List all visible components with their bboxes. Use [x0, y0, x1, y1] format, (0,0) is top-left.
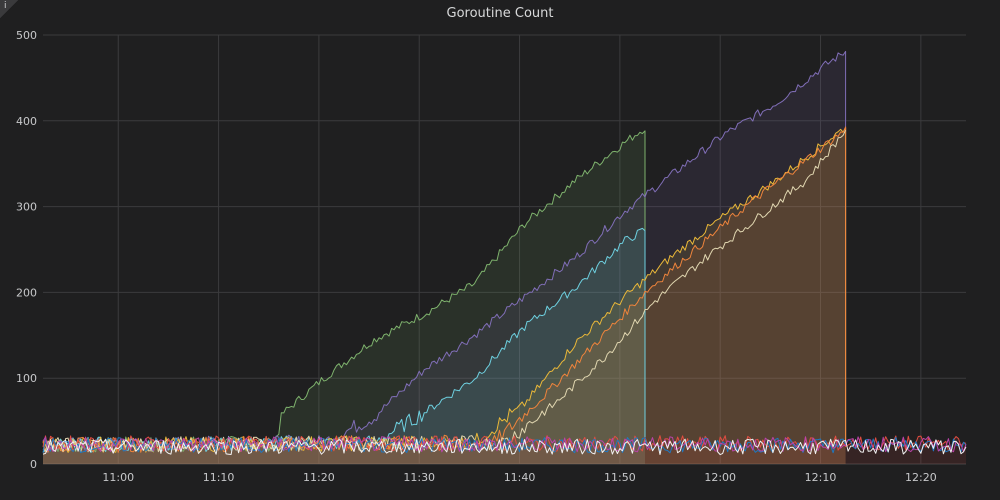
grid	[43, 34, 966, 465]
y-tick-label: 400	[16, 115, 37, 128]
series-area	[43, 130, 645, 464]
x-axis: 11:00 11:10 11:20 11:30 11:40 11:50 12:00 12:10…	[102, 471, 936, 484]
chart-title: Goroutine Count	[446, 6, 554, 21]
series-line	[42, 438, 967, 456]
x-tick-label: 11:50	[604, 471, 636, 484]
x-tick-label: 11:20	[303, 471, 335, 484]
y-tick-label: 0	[30, 458, 37, 471]
y-axis: 0 100 200 300 400 500	[16, 29, 37, 471]
x-tick-label: 12:20	[905, 471, 937, 484]
y-tick-label: 500	[16, 29, 37, 42]
series-lines	[42, 50, 967, 456]
series-areas	[43, 51, 966, 465]
x-tick-label: 12:00	[704, 471, 736, 484]
series-area	[43, 435, 966, 464]
y-tick-label: 300	[16, 201, 37, 214]
y-tick-label: 200	[16, 286, 37, 299]
x-tick-label: 11:00	[102, 471, 134, 484]
x-tick-label: 11:40	[504, 471, 536, 484]
x-tick-label: 11:30	[403, 471, 435, 484]
series-line	[42, 50, 847, 453]
y-tick-label: 100	[16, 372, 37, 385]
series-area	[43, 228, 645, 464]
series-line	[42, 435, 967, 452]
x-tick-label: 11:10	[203, 471, 235, 484]
x-tick-label: 12:10	[805, 471, 837, 484]
info-icon[interactable]: i	[0, 0, 18, 18]
